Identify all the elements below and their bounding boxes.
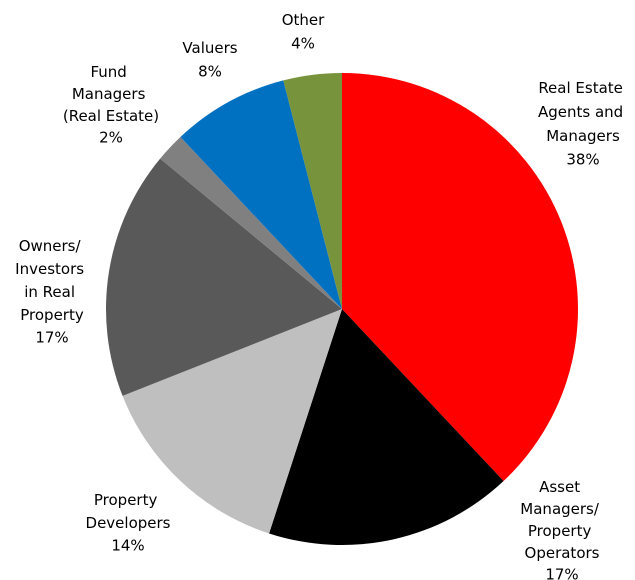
label-line: Developers xyxy=(86,514,171,532)
pie-slice xyxy=(106,158,343,396)
label-line: (Real Estate) xyxy=(63,107,159,125)
slice-label: Property Developers xyxy=(86,491,171,532)
label-line: Other xyxy=(282,11,325,29)
slice-label: Fund Managers (Real Estate) xyxy=(63,63,159,125)
slice-label: Owners/ Investors in Real Property xyxy=(15,237,89,324)
value-label: 38% xyxy=(566,151,599,169)
pie-slice xyxy=(283,73,342,309)
label-line: Managers xyxy=(72,85,150,103)
label-line: Investors xyxy=(15,260,89,278)
label-line: Asset xyxy=(539,478,585,496)
value-label: 17% xyxy=(545,566,578,580)
pie-slice xyxy=(180,80,342,310)
label-line: Operators xyxy=(525,544,600,562)
label-line: Managers xyxy=(546,127,620,145)
pie-slice xyxy=(342,73,578,482)
label-line: in Real xyxy=(24,283,80,301)
label-line: Agents and xyxy=(538,103,628,121)
slice-label: Other xyxy=(282,11,325,29)
value-label: 4% xyxy=(291,35,315,53)
label-line: Property xyxy=(94,491,162,509)
label-line: Valuers xyxy=(182,39,237,57)
pie-slice xyxy=(160,136,342,309)
label-line: Owners/ xyxy=(19,237,86,255)
pie-slice xyxy=(269,309,504,545)
slice-label: Real Estate Agents and Managers xyxy=(538,79,628,145)
label-line: Property xyxy=(20,306,84,324)
slice-label: Asset Managers/ Property Operators xyxy=(520,478,603,562)
value-label: 8% xyxy=(198,63,222,81)
value-label: 14% xyxy=(111,537,144,555)
pie-slice xyxy=(122,309,342,534)
value-label: 2% xyxy=(99,129,123,147)
value-label: 17% xyxy=(35,329,68,347)
label-line: Fund xyxy=(90,63,131,81)
label-line: Real Estate xyxy=(538,79,627,97)
label-line: Property xyxy=(528,522,596,540)
slice-label: Valuers xyxy=(182,39,237,57)
label-line: Managers/ xyxy=(520,500,603,518)
